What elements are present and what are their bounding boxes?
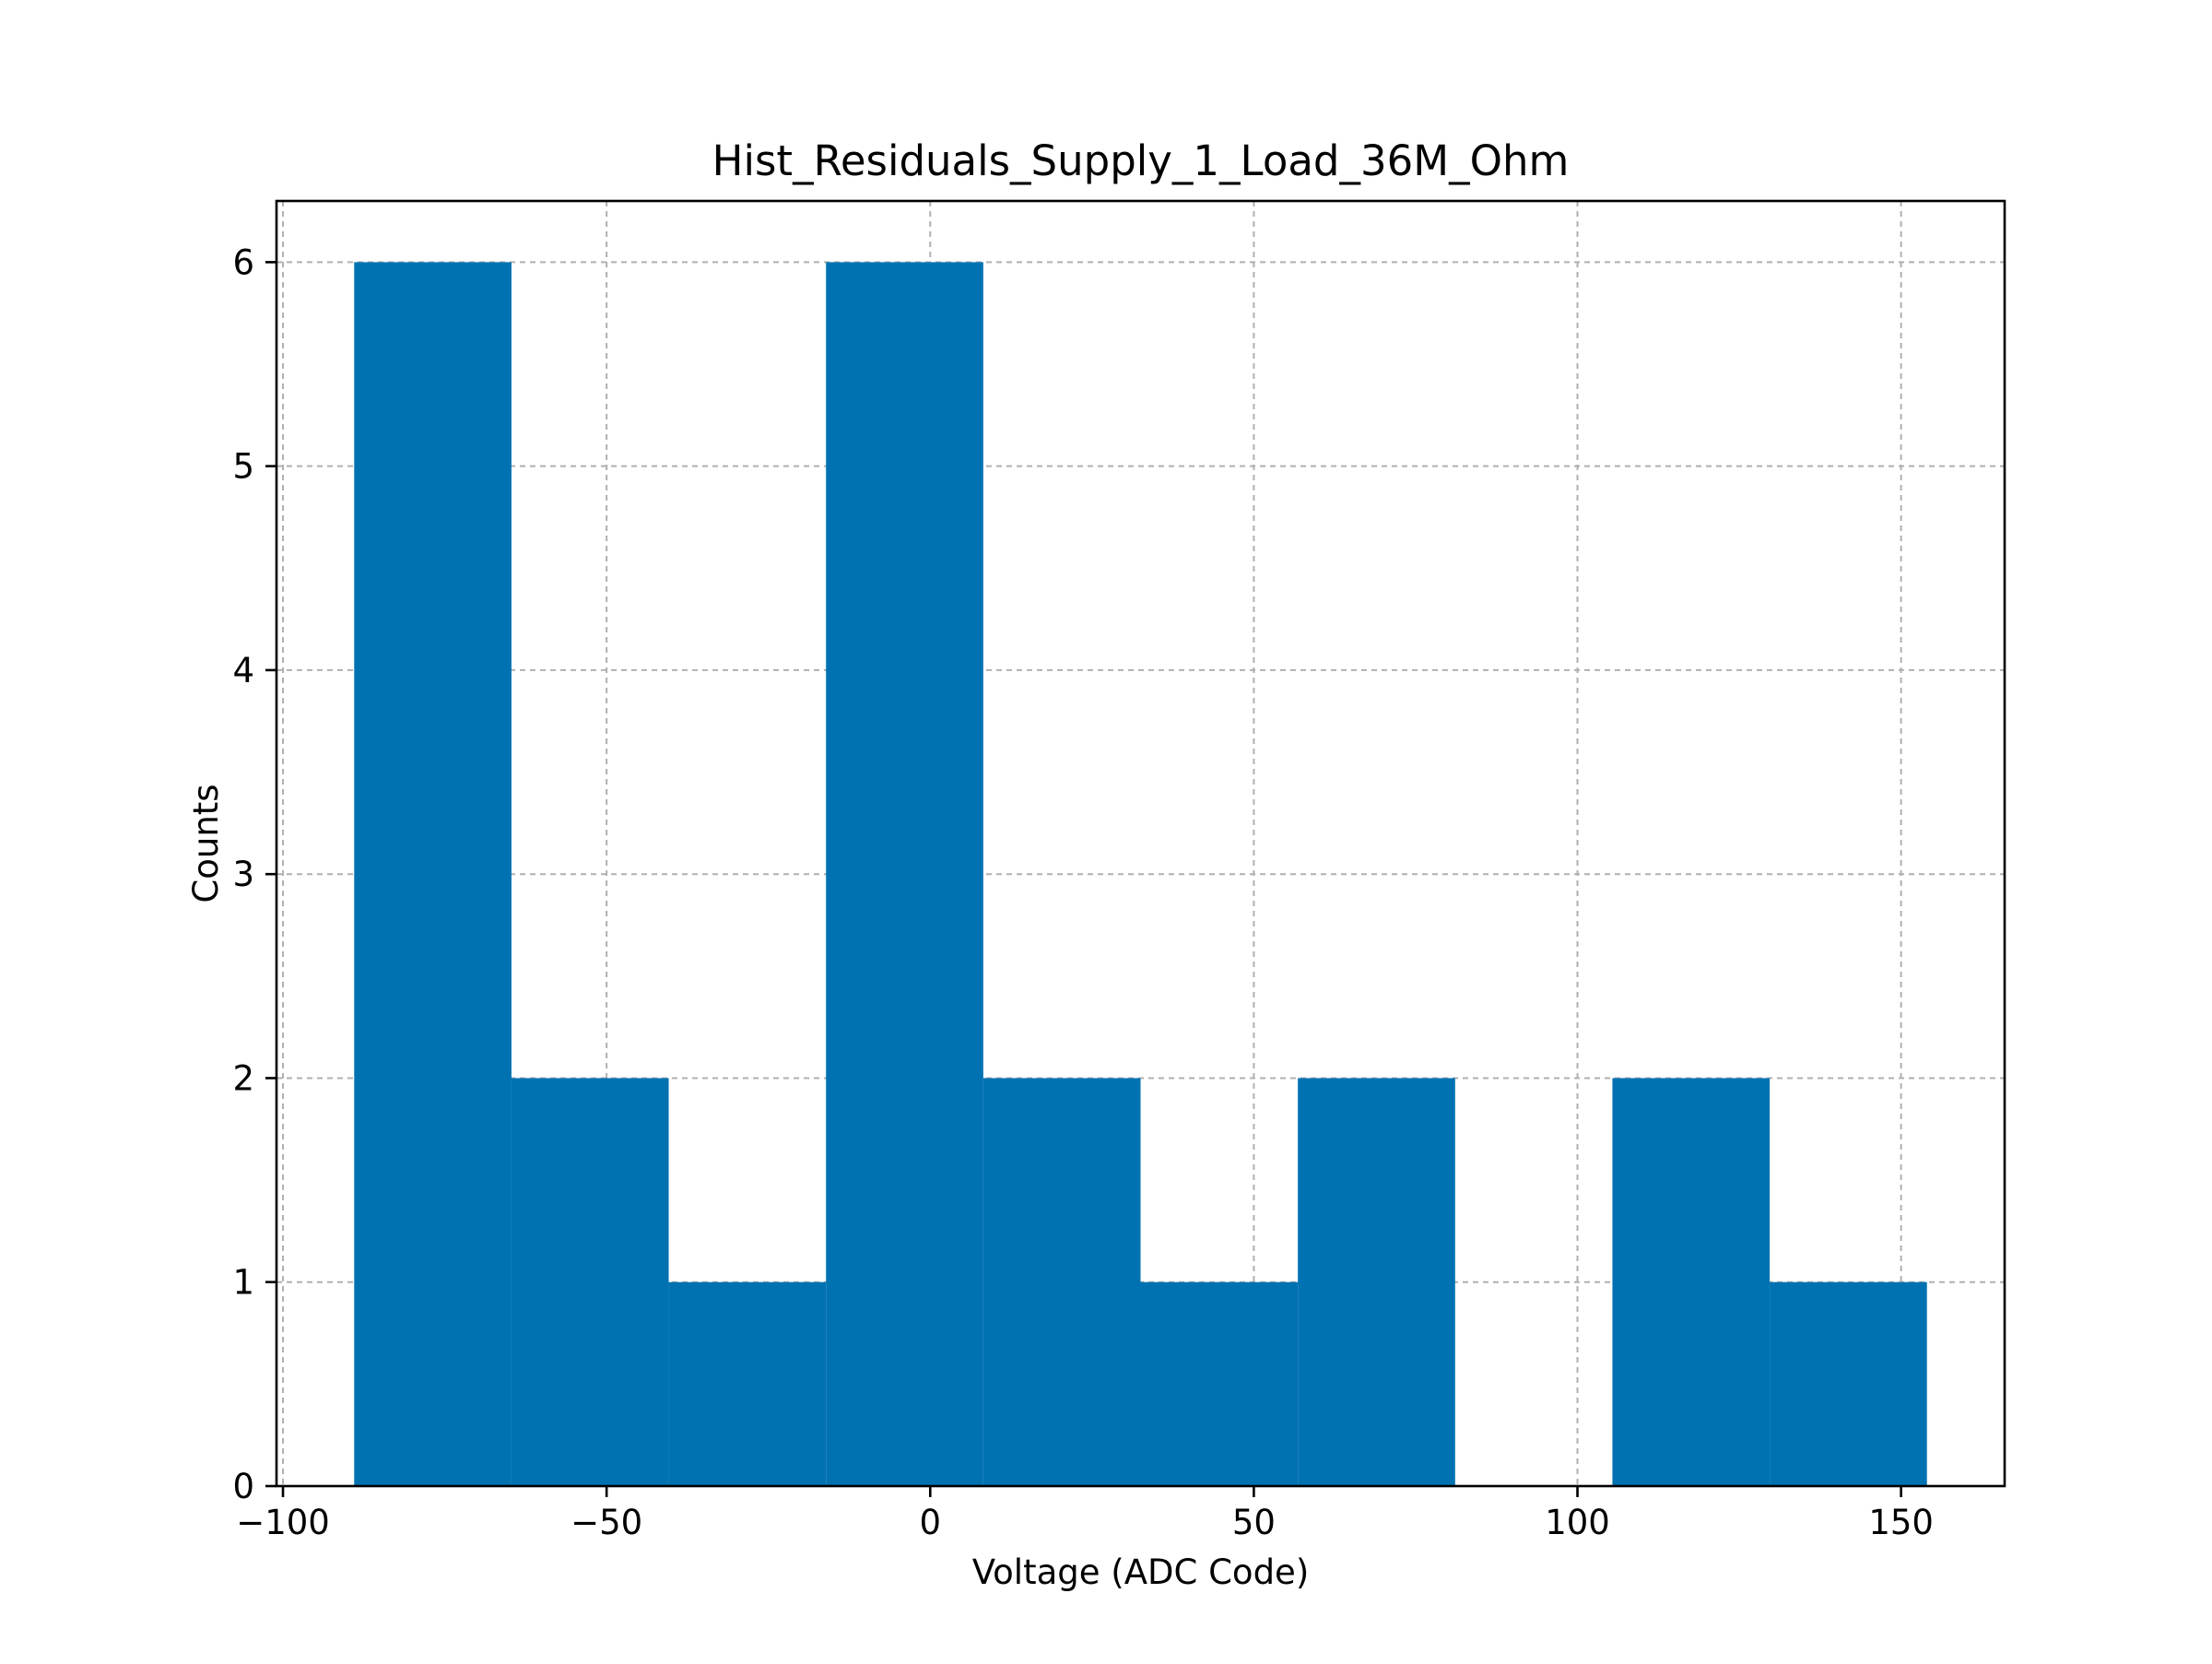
y-tick-label: 4 bbox=[232, 651, 254, 690]
histogram-bar bbox=[1770, 1281, 1927, 1486]
y-tick-label: 2 bbox=[232, 1058, 254, 1098]
histogram-bar bbox=[1612, 1078, 1771, 1486]
y-axis-ticks: 0 1 2 3 4 5 6 bbox=[232, 242, 276, 1506]
y-tick-label: 3 bbox=[232, 855, 254, 894]
x-tick-label: 0 bbox=[919, 1503, 941, 1542]
histogram-bar bbox=[511, 1078, 669, 1486]
x-axis-ticks: −100 −50 0 50 100 150 bbox=[236, 1486, 1934, 1542]
y-tick-label: 0 bbox=[232, 1467, 254, 1506]
x-axis-label: Voltage (ADC Code) bbox=[972, 1552, 1310, 1592]
y-tick-label: 6 bbox=[232, 242, 254, 282]
histogram-bar bbox=[826, 262, 983, 1486]
x-tick-label: 100 bbox=[1545, 1503, 1610, 1542]
histogram-bar bbox=[668, 1281, 827, 1486]
y-tick-label: 5 bbox=[232, 447, 254, 487]
y-tick-label: 1 bbox=[232, 1263, 254, 1303]
plot-frame bbox=[275, 199, 2006, 1488]
histogram-bar bbox=[1140, 1281, 1299, 1486]
chart-title: Hist_Residuals_Supply_1_Load_36M_Ohm bbox=[712, 136, 1570, 185]
x-tick-label: 50 bbox=[1232, 1503, 1276, 1542]
x-tick-label: 150 bbox=[1868, 1503, 1934, 1542]
y-axis-label: Counts bbox=[186, 784, 226, 903]
x-tick-label: −100 bbox=[236, 1503, 330, 1542]
histogram-bar bbox=[354, 262, 512, 1486]
histogram-bar bbox=[1298, 1078, 1455, 1486]
x-tick-label: −50 bbox=[571, 1503, 642, 1542]
histogram-bar bbox=[982, 1078, 1141, 1486]
bars-layer bbox=[354, 262, 1927, 1486]
